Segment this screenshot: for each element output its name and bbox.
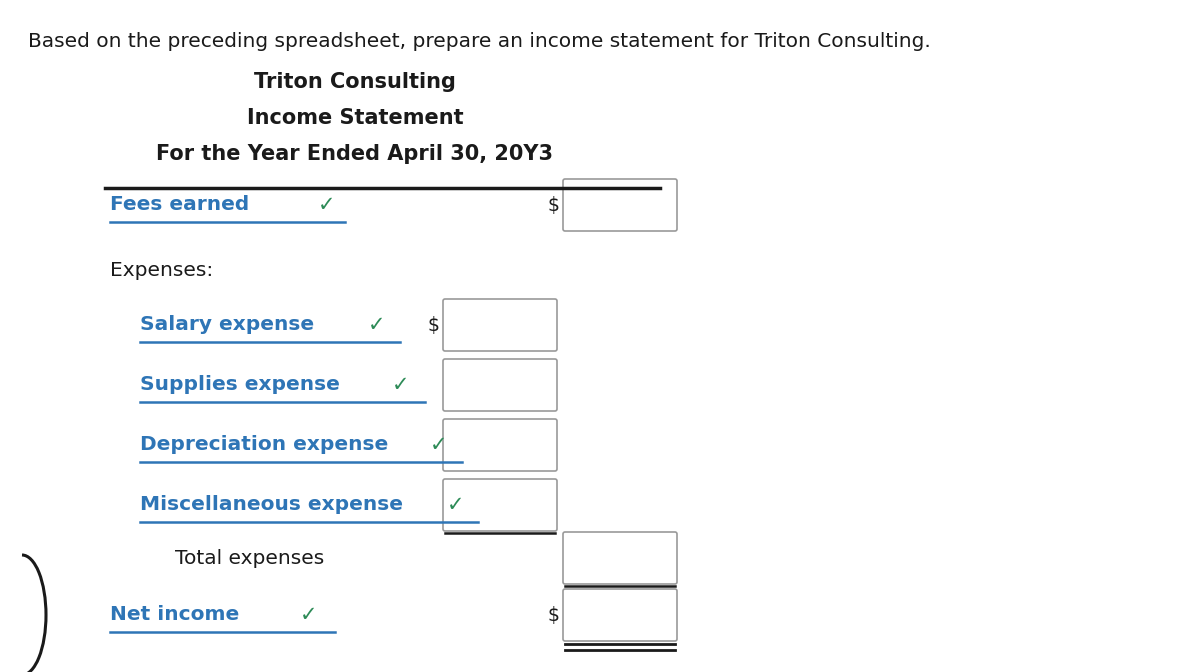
Text: Based on the preceding spreadsheet, prepare an income statement for Triton Consu: Based on the preceding spreadsheet, prep… — [27, 32, 931, 51]
FancyBboxPatch shape — [443, 299, 556, 351]
FancyBboxPatch shape — [564, 179, 677, 231]
Text: Triton Consulting: Triton Consulting — [254, 72, 456, 92]
Text: ✓: ✓ — [318, 195, 336, 215]
Text: ✓: ✓ — [447, 495, 464, 515]
FancyBboxPatch shape — [564, 589, 677, 641]
Text: Expenses:: Expenses: — [110, 261, 214, 280]
Text: ✓: ✓ — [368, 315, 386, 335]
Text: ✓: ✓ — [430, 435, 448, 455]
Text: Total expenses: Total expenses — [176, 548, 325, 567]
Text: $: $ — [547, 605, 559, 624]
FancyBboxPatch shape — [564, 532, 677, 584]
Text: For the Year Ended April 30, 20Y3: For the Year Ended April 30, 20Y3 — [156, 144, 554, 164]
Text: Miscellaneous expense: Miscellaneous expense — [140, 495, 404, 515]
Text: Net income: Net income — [110, 605, 239, 624]
Text: $: $ — [547, 196, 559, 214]
FancyBboxPatch shape — [443, 359, 556, 411]
Text: Income Statement: Income Statement — [247, 108, 463, 128]
Text: Supplies expense: Supplies expense — [140, 376, 340, 394]
FancyBboxPatch shape — [443, 419, 556, 471]
Text: Salary expense: Salary expense — [140, 315, 314, 335]
Text: $: $ — [427, 315, 439, 335]
Text: ✓: ✓ — [392, 375, 410, 395]
Text: Depreciation expense: Depreciation expense — [140, 435, 388, 454]
Text: Fees earned: Fees earned — [110, 196, 250, 214]
FancyBboxPatch shape — [443, 479, 556, 531]
Text: ✓: ✓ — [300, 605, 318, 625]
